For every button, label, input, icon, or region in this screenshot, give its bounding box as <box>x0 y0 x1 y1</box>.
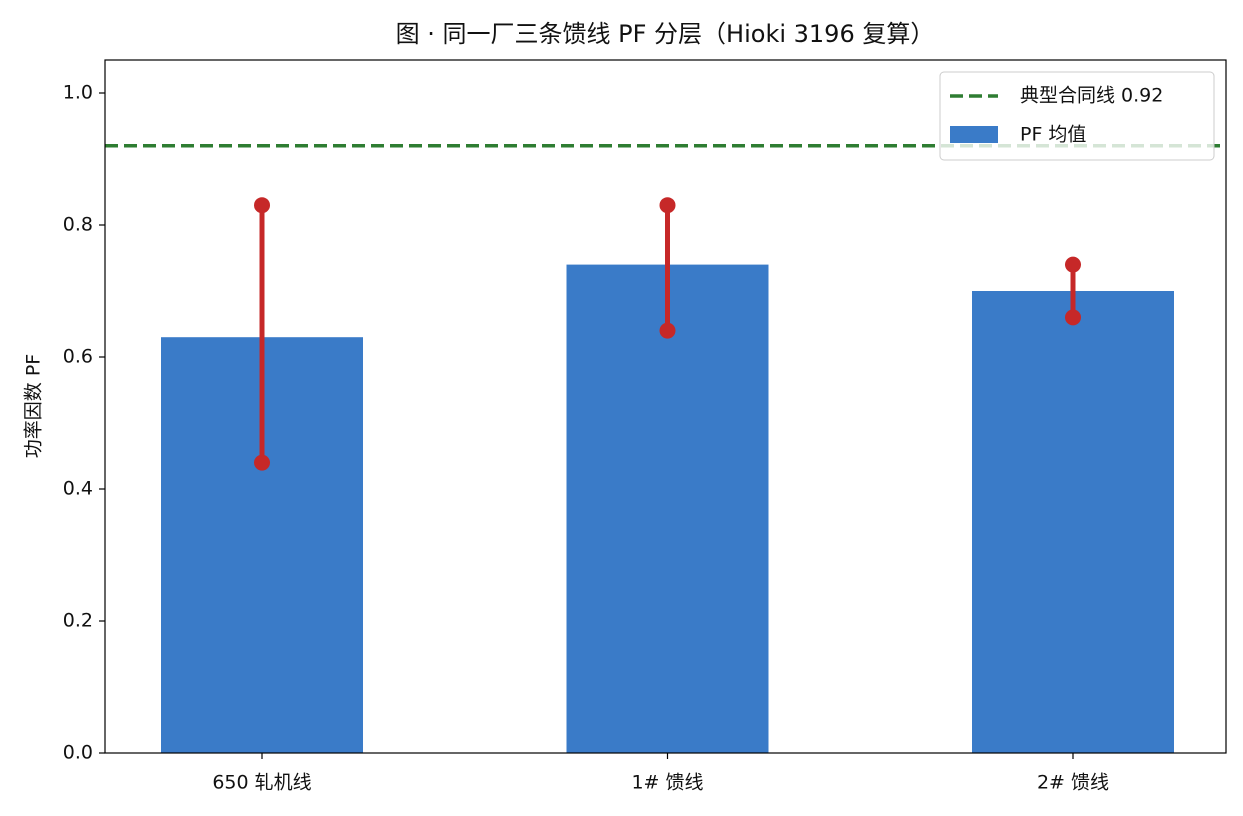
legend-swatch <box>950 126 998 143</box>
x-tick-label: 1# 馈线 <box>631 772 703 794</box>
x-tick-label: 650 轧机线 <box>212 772 311 794</box>
bar <box>972 291 1174 753</box>
plot-frame <box>104 59 1227 754</box>
range-min <box>254 454 270 471</box>
range-min <box>659 322 676 339</box>
legend-label: 典型合同线 0.92 <box>1020 85 1163 107</box>
range-max <box>1065 256 1081 273</box>
bar <box>566 264 769 753</box>
y-tick-label: 0.2 <box>63 610 93 632</box>
y-tick-label: 0.0 <box>63 742 93 764</box>
range-min <box>1065 309 1081 326</box>
legend-box <box>939 71 1215 161</box>
range-max <box>659 197 676 214</box>
y-tick-label: 0.6 <box>63 346 93 368</box>
chart-title: 图 · 同一厂三条馈线 PF 分层（Hioki 3196 复算） <box>396 20 935 48</box>
y-axis-label: 功率因数 PF <box>23 354 45 458</box>
y-tick-label: 0.8 <box>63 214 93 236</box>
y-tick-label: 0.4 <box>63 478 93 500</box>
legend-label: PF 均值 <box>1020 124 1086 146</box>
range-max <box>254 197 270 214</box>
y-tick-label: 1.0 <box>63 82 93 104</box>
x-tick-label: 2# 馈线 <box>1037 772 1109 794</box>
